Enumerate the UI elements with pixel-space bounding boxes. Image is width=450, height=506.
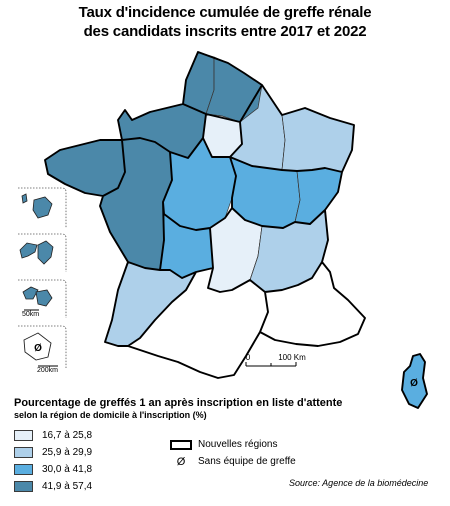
no-team-symbol: Ø <box>176 455 186 468</box>
inset-reunion-b <box>35 289 53 307</box>
inset-guyane <box>37 240 54 265</box>
legend-label-3: 30,0 à 41,8 <box>42 464 93 475</box>
overseas-insets <box>18 187 67 368</box>
inset-mayotte <box>23 332 52 361</box>
legend-label-2: 25,9 à 29,9 <box>42 447 93 458</box>
legend-regions-label: Nouvelles régions <box>198 439 278 450</box>
title-line-1: Taux d'incidence cumulée de greffe rénal… <box>78 4 372 21</box>
legend-class-2: 25,9 à 29,9 <box>14 444 92 461</box>
legend-subtitle: selon la région de domicile à l'inscript… <box>14 410 207 420</box>
legend-class-1: 16,7 à 25,8 <box>14 427 92 444</box>
inset-guadeloupe-1 <box>21 193 28 204</box>
no-team-marker-corse: Ø <box>410 378 418 389</box>
inset-martinique <box>19 242 38 259</box>
legend-class-4: 41,9 à 57,4 <box>14 478 92 495</box>
legend-label-4: 41,9 à 57,4 <box>42 481 93 492</box>
legend-label-1: 16,7 à 25,8 <box>42 430 93 441</box>
legend-swatch-2 <box>14 447 33 458</box>
new-region-borders <box>44 51 428 409</box>
map-title: Taux d'incidence cumulée de greffe rénal… <box>0 3 450 41</box>
region-border-swatch <box>170 439 192 450</box>
legend-regions-row: Nouvelles régions <box>170 436 296 453</box>
legend-no-team-label: Sans équipe de greffe <box>198 456 296 467</box>
inset-scale-200-label: 200km <box>37 367 58 374</box>
no-team-marker-mayotte: Ø <box>34 343 42 354</box>
scale-bar: 0 100 Km <box>245 353 306 367</box>
title-line-2: des candidats inscrits entre 2017 et 202… <box>83 23 367 40</box>
scale-zero-label: 0 <box>246 353 251 362</box>
legend-class-3: 30,0 à 41,8 <box>14 461 92 478</box>
legend-no-team-row: Ø Sans équipe de greffe <box>170 453 296 470</box>
scale-main-label: 100 Km <box>278 353 306 362</box>
inset-scale-50-label: 50km <box>22 311 39 318</box>
legend-title: Pourcentage de greffés 1 an après inscri… <box>14 397 343 409</box>
legend-swatch-4 <box>14 481 33 492</box>
former-region-borders <box>159 57 301 281</box>
area-grand-est-east <box>281 107 355 173</box>
legend-symbols: Nouvelles régions Ø Sans équipe de greff… <box>170 436 296 470</box>
source-caption: Source: Agence de la biomédecine <box>289 478 429 488</box>
inset-reunion-a <box>22 286 39 300</box>
inset-guadeloupe-2 <box>32 196 53 219</box>
legend-swatch-3 <box>14 464 33 475</box>
legend-classes: 16,7 à 25,8 25,9 à 29,9 30,0 à 41,8 41,9… <box>14 427 92 495</box>
legend-swatch-1 <box>14 430 33 441</box>
